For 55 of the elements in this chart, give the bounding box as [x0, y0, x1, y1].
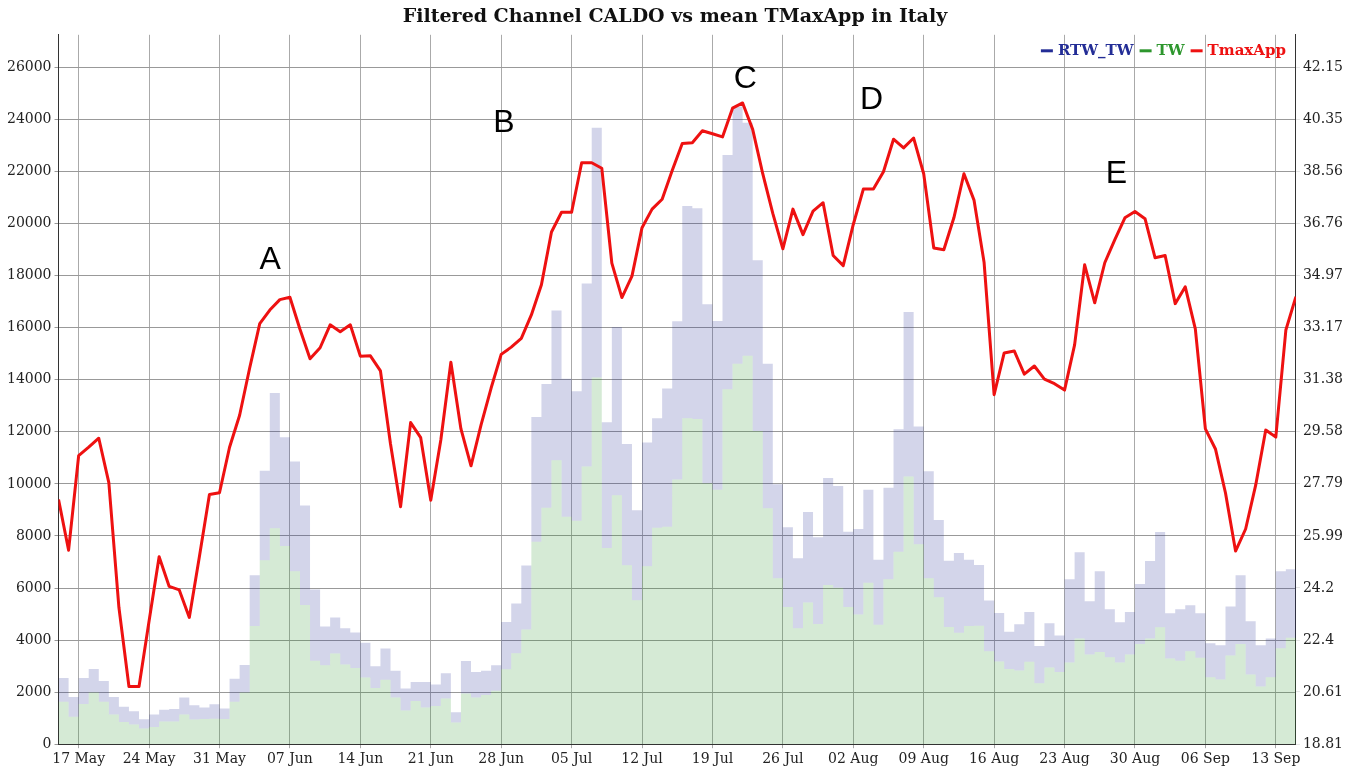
x-tick-label: 26 Jul: [762, 750, 805, 767]
x-tick-label: 31 May: [193, 750, 247, 767]
y2-tick-label: 34.97: [1302, 266, 1344, 283]
y-tick-label: 10000: [6, 474, 52, 491]
x-tick-label: 30 Aug: [1109, 750, 1161, 767]
annotation: C: [733, 58, 757, 95]
y2-tick-label: 27.79: [1302, 474, 1344, 491]
x-tick-label: 24 May: [122, 750, 176, 767]
y-tick-label: 22000: [6, 162, 52, 179]
x-tick-label: 28 Jun: [478, 750, 525, 767]
y-tick-label: 0: [42, 734, 52, 751]
x-tick-label: 19 Jul: [691, 750, 734, 767]
x-tick-label: 02 Aug: [828, 750, 879, 767]
x-tick-label: 21 Jun: [407, 750, 454, 767]
y-tick-label: 6000: [15, 578, 52, 595]
legend-label: TmaxApp: [1207, 40, 1286, 59]
y2-tick-label: 33.17: [1302, 318, 1344, 335]
y-tick-label: 2000: [15, 682, 52, 699]
x-tick-label: 06 Sep: [1180, 750, 1230, 767]
y2-tick-label: 36.76: [1302, 214, 1344, 231]
y-tick-label: 12000: [6, 422, 52, 439]
y2-tick-label: 29.58: [1302, 422, 1344, 439]
y2-tick-label: 40.35: [1302, 110, 1344, 127]
x-tick-label: 23 Aug: [1039, 750, 1090, 767]
y-tick-label: 20000: [6, 214, 52, 231]
annotation: E: [1105, 153, 1128, 190]
y-tick-label: 4000: [15, 630, 52, 647]
y2-tick-label: 25.99: [1302, 526, 1344, 543]
y2-tick-label: 22.4: [1302, 630, 1335, 647]
x-tick-label: 16 Aug: [968, 750, 1020, 767]
y-tick-label: 18000: [6, 266, 52, 283]
y-tick-label: 24000: [6, 110, 52, 127]
y-tick-label: 26000: [6, 57, 52, 74]
legend-label: TW: [1156, 40, 1186, 59]
legend-label: RTW_TW: [1057, 40, 1135, 59]
x-tick-label: 13 Sep: [1251, 750, 1301, 767]
y2-tick-label: 18.81: [1302, 734, 1344, 751]
x-tick-label: 05 Jul: [550, 750, 593, 767]
y2-tick-label: 20.61: [1302, 682, 1344, 699]
x-tick-label: 14 Jun: [337, 750, 384, 767]
y-tick-label: 8000: [15, 526, 52, 543]
annotation: A: [259, 240, 282, 277]
y-tick-label: 16000: [6, 318, 52, 335]
annotation: D: [859, 79, 884, 116]
y-tick-label: 14000: [6, 370, 52, 387]
y2-tick-label: 31.38: [1302, 370, 1344, 387]
y2-tick-label: 42.15: [1302, 57, 1344, 74]
y2-tick-label: 24.2: [1302, 578, 1335, 595]
chart-title: Filtered Channel CALDO vs mean TMaxApp in Italy: [402, 4, 949, 27]
x-tick-label: 09 Aug: [898, 750, 949, 767]
x-tick-label: 17 May: [52, 750, 106, 767]
x-tick-label: 07 Jun: [266, 750, 313, 767]
annotation: B: [493, 102, 515, 139]
y2-tick-label: 38.56: [1302, 162, 1344, 179]
x-tick-label: 12 Jul: [621, 750, 664, 767]
